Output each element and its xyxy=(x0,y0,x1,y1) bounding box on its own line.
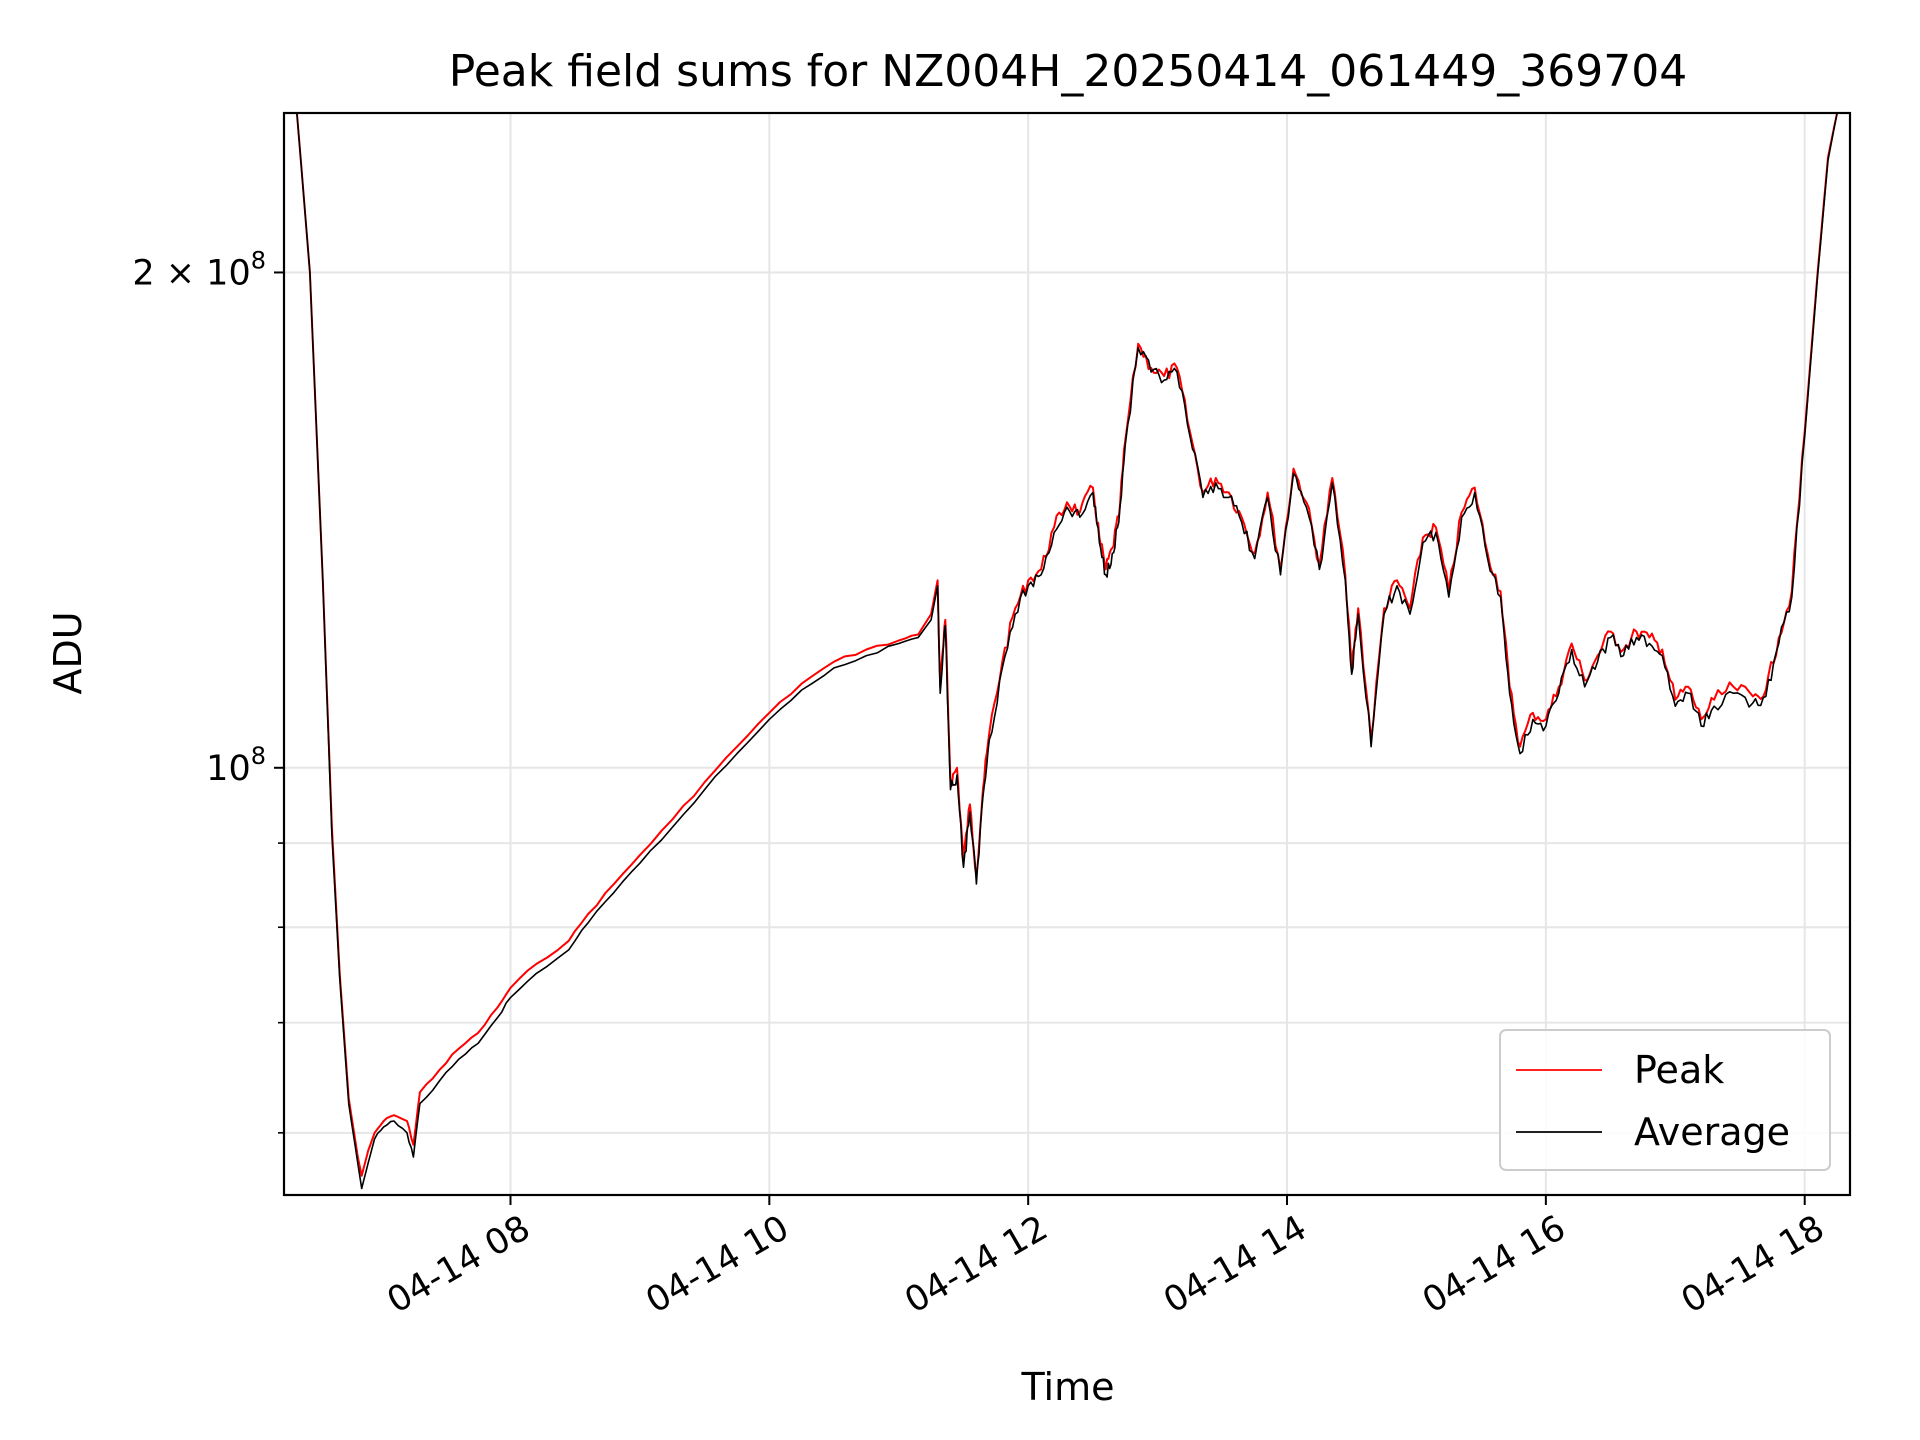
x-axis-label: Time xyxy=(1021,1365,1115,1409)
x-tick-label: 04-14 16 xyxy=(1416,1208,1572,1321)
series-line-average xyxy=(296,113,1838,1190)
series-lines xyxy=(295,113,1839,1190)
legend-box xyxy=(1499,1029,1831,1171)
x-tick-label: 04-14 12 xyxy=(898,1208,1054,1321)
y-tick-label: 108 xyxy=(206,742,266,789)
y-axis-label: ADU xyxy=(46,611,90,694)
plot-area-frame xyxy=(282,111,1852,1197)
y-tick-label: 2 × 108 xyxy=(132,246,266,293)
x-tick-label: 04-14 14 xyxy=(1157,1208,1313,1321)
legend: Peak Average xyxy=(1499,1029,1831,1171)
legend-label-average: Average xyxy=(1634,1110,1790,1154)
x-tick-label: 04-14 18 xyxy=(1675,1208,1831,1321)
grid xyxy=(284,113,1850,1195)
legend-label-peak: Peak xyxy=(1634,1048,1724,1092)
chart-title: Peak field sums for NZ004H_20250414_0614… xyxy=(449,46,1687,97)
x-tick-label: 04-14 10 xyxy=(640,1208,796,1321)
x-tick-label: 04-14 08 xyxy=(381,1208,537,1321)
